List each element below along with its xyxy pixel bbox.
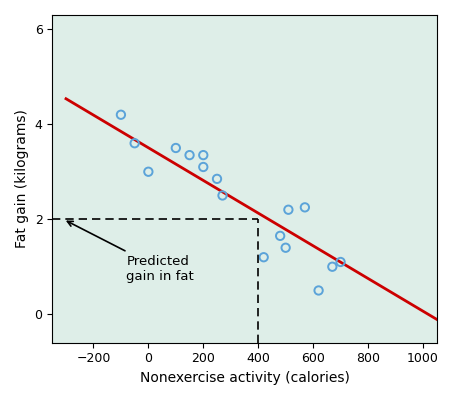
Point — [117, 112, 125, 118]
Point — [219, 192, 226, 199]
Point — [260, 254, 268, 260]
Point — [200, 164, 207, 170]
Point — [329, 264, 336, 270]
Point — [301, 204, 308, 210]
Point — [145, 168, 152, 175]
Point — [200, 152, 207, 158]
Point — [282, 244, 289, 251]
Point — [285, 206, 292, 213]
Point — [186, 152, 193, 158]
Y-axis label: Fat gain (kilograms): Fat gain (kilograms) — [15, 110, 29, 248]
Text: Predicted
gain in fat: Predicted gain in fat — [67, 221, 194, 283]
Point — [131, 140, 138, 146]
X-axis label: Nonexercise activity (calories): Nonexercise activity (calories) — [140, 371, 349, 385]
Point — [277, 233, 284, 239]
Point — [213, 176, 221, 182]
Point — [315, 287, 322, 294]
Point — [172, 145, 179, 151]
Point — [337, 259, 344, 265]
